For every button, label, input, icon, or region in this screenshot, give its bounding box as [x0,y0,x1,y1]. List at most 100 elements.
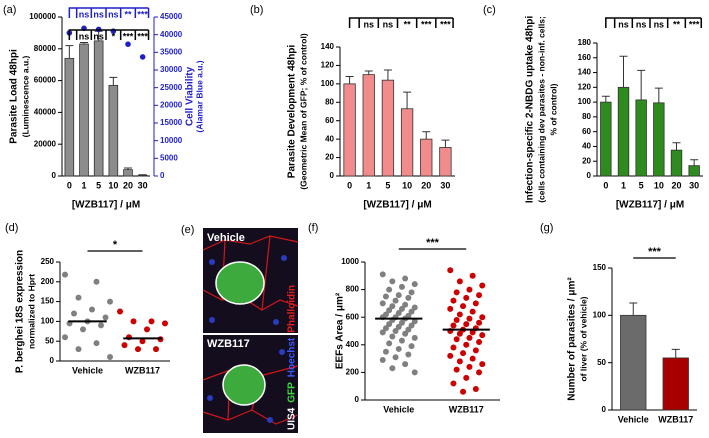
y-tick-label: 160 [578,53,592,62]
y-tick-label: 100 [593,310,607,319]
data-point [135,346,141,353]
x-tick-label: 20 [671,180,681,190]
stain-label: Phalloidin [287,285,298,333]
y-tick-label: 40000 [34,108,57,117]
data-point [402,330,409,337]
error-bar [637,69,646,100]
data-point [130,318,137,325]
data-point [389,333,396,340]
sig-bracket [605,17,702,28]
data-point [479,314,486,321]
data-point [453,316,460,323]
y-axis-label: (cells containing dev parasites - non-in… [536,16,546,203]
data-point [411,318,418,325]
stain-label: Hoechst [287,337,298,377]
bar [137,174,148,177]
error-bar [690,159,699,166]
data-point [386,321,393,328]
y2-tick-label: 30000 [160,65,183,74]
data-point [469,308,476,315]
x-tick-label: 5 [385,180,390,190]
y-tick-label: 100 [41,317,55,326]
y-tick-label: 40 [582,142,591,151]
bar [635,99,647,177]
bar [662,357,689,411]
y-tick-label: 60 [325,116,334,125]
parasite [222,364,266,406]
y-tick-label: 600 [346,312,360,321]
panel-label: (f) [308,222,318,234]
data-point [460,388,467,395]
data-point [398,283,405,290]
data-point [395,310,402,317]
viability-dot [139,54,146,60]
data-point [102,314,109,321]
data-point [447,352,454,359]
image-label: Vehicle [207,232,245,244]
data-point [398,319,405,326]
sig-label: ns [93,31,104,41]
data-point [476,369,483,376]
y-axis-label: of liver (% of vehicle) [578,296,588,381]
y-tick-label: 100 [578,97,592,106]
y2-tick-label: 5000 [160,153,178,162]
error-bar [65,45,74,59]
error-bar [109,76,118,86]
panel-label: (a) [3,4,16,16]
y-tick-label: 1000 [341,257,359,266]
data-point [408,343,415,350]
x-tick-label: 5 [639,180,644,190]
bar [653,102,665,177]
data-point [466,334,473,341]
y-tick-label: 60 [582,127,591,136]
y-axis-label: Infection-specific 2-NBDG uptake 48hpi [525,16,536,203]
y-tick-label: 120 [321,61,335,70]
error-bar [441,139,450,148]
y-tick-label: 200 [346,368,360,377]
y-tick-label: 120 [578,82,592,91]
bar [343,83,356,177]
sig-label: ** [124,9,132,19]
data-point [144,326,150,333]
panel-label: (g) [540,222,553,234]
x-axis-label: [WZB117] / μM [616,200,684,211]
data-point [466,286,473,293]
error-bar [403,91,412,109]
data-point [107,354,113,361]
y-tick-label: 150 [41,297,55,306]
x-tick-label: 5 [96,180,101,190]
parasite [215,261,265,305]
data-point [382,325,389,332]
y-tick-label: 200 [41,277,55,286]
data-point [476,339,483,346]
error-bar [383,69,392,81]
x-tick-label: 1 [81,180,86,190]
bar [79,43,89,177]
y-tick-label: 0 [602,405,607,414]
data-point [463,294,470,301]
y-axis-label: Number of parasites / μm² [567,277,578,401]
y2-tick-label: 0 [160,171,165,180]
bar [400,108,414,177]
y-tick-label: 0 [587,171,592,180]
data-point [395,292,402,299]
y-tick-label: 0 [355,395,360,404]
data-point [398,305,405,312]
y-tick-label: 40 [325,134,334,143]
y-axis-label: Parasite Development 48hpi [287,45,298,179]
bar [670,149,683,177]
error-bar [124,167,132,170]
y-tick-label: 20 [325,153,334,162]
error-bar [345,75,354,84]
data-point [386,340,393,347]
data-point [93,278,100,285]
x-tick-label: 0 [347,180,352,190]
y-tick-label: 150 [593,263,607,272]
data-point [389,278,396,285]
bar [93,40,104,177]
data-point [379,271,386,278]
data-point [402,301,409,308]
data-point [450,322,457,329]
y2-tick-label: 45000 [160,12,183,21]
